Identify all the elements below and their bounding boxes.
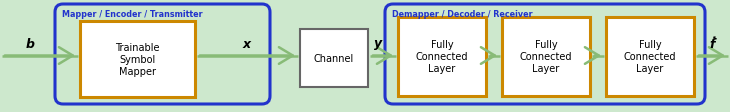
FancyBboxPatch shape <box>502 18 590 96</box>
Text: ḟ: ḟ <box>710 37 715 50</box>
FancyBboxPatch shape <box>300 30 368 87</box>
Text: b: b <box>26 37 34 50</box>
Text: Mapper / Encoder / Transmitter: Mapper / Encoder / Transmitter <box>62 10 203 19</box>
FancyBboxPatch shape <box>385 5 705 104</box>
FancyBboxPatch shape <box>398 18 486 96</box>
FancyBboxPatch shape <box>606 18 694 96</box>
Text: y: y <box>374 37 382 50</box>
Text: Trainable
Symbol
Mapper: Trainable Symbol Mapper <box>115 43 159 76</box>
FancyBboxPatch shape <box>55 5 270 104</box>
Text: x: x <box>243 37 251 50</box>
FancyBboxPatch shape <box>80 22 195 97</box>
Text: Channel: Channel <box>314 54 354 63</box>
Text: Fully
Connected
Layer: Fully Connected Layer <box>623 40 676 73</box>
Text: Fully
Connected
Layer: Fully Connected Layer <box>520 40 572 73</box>
Text: Fully
Connected
Layer: Fully Connected Layer <box>416 40 468 73</box>
Text: Demapper / Decoder / Receiver: Demapper / Decoder / Receiver <box>392 10 533 19</box>
